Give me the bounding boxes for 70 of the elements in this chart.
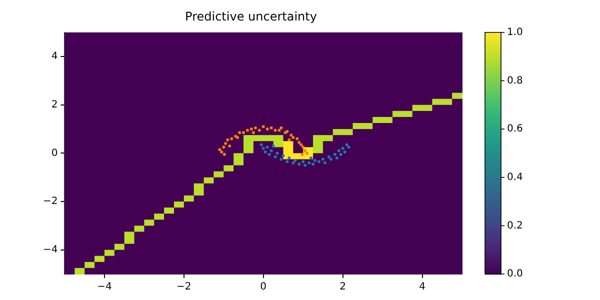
point bbox=[280, 126, 283, 130]
point bbox=[298, 140, 301, 144]
y-tick-label: 4 bbox=[51, 51, 58, 62]
x-tick-label: 2 bbox=[340, 282, 346, 293]
point bbox=[222, 152, 226, 156]
point bbox=[306, 152, 309, 155]
color-bar-label: 0.6 bbox=[507, 124, 523, 135]
point bbox=[222, 146, 226, 149]
point bbox=[302, 146, 305, 149]
point bbox=[262, 146, 265, 150]
point bbox=[268, 152, 271, 156]
point bbox=[250, 128, 253, 131]
point bbox=[347, 146, 350, 149]
color-bar-label: 0.2 bbox=[507, 220, 523, 232]
y-tick-label: 2 bbox=[51, 99, 58, 110]
point bbox=[304, 149, 307, 152]
point bbox=[262, 125, 265, 128]
point bbox=[260, 143, 263, 146]
color-bar-label: 1.0 bbox=[507, 26, 523, 38]
point bbox=[270, 126, 273, 130]
y-tick-label: 0 bbox=[51, 148, 58, 159]
point bbox=[300, 143, 303, 146]
color-bar-label: 0.8 bbox=[507, 75, 523, 86]
x-tick-label: 0 bbox=[260, 282, 267, 293]
point bbox=[266, 128, 269, 131]
point bbox=[339, 152, 342, 156]
point bbox=[288, 156, 291, 160]
point bbox=[246, 128, 249, 132]
point bbox=[270, 149, 273, 152]
point bbox=[300, 152, 304, 156]
point bbox=[321, 158, 324, 161]
point bbox=[220, 150, 224, 154]
point bbox=[323, 161, 326, 164]
point bbox=[224, 142, 228, 146]
point bbox=[290, 134, 293, 137]
point bbox=[314, 158, 317, 162]
chart-title: Predictive uncertainty bbox=[185, 9, 317, 24]
point bbox=[252, 131, 255, 134]
x-tick-label: 4 bbox=[419, 282, 426, 293]
point bbox=[298, 162, 301, 166]
point bbox=[292, 161, 295, 164]
point bbox=[242, 131, 246, 134]
point bbox=[292, 136, 295, 139]
point bbox=[333, 152, 336, 156]
point bbox=[280, 158, 283, 161]
color-bar-label: 0.0 bbox=[507, 268, 523, 280]
point bbox=[282, 154, 285, 158]
point bbox=[329, 158, 332, 161]
y-tick-label: −2 bbox=[42, 196, 58, 208]
y-tick-label: −4 bbox=[42, 244, 58, 256]
point bbox=[343, 150, 346, 154]
point bbox=[254, 126, 257, 130]
point bbox=[312, 162, 315, 166]
point bbox=[274, 155, 277, 158]
point bbox=[278, 128, 281, 132]
point bbox=[294, 158, 297, 162]
point bbox=[302, 160, 305, 164]
point bbox=[341, 146, 344, 150]
point bbox=[258, 128, 261, 132]
x-tick-label: −4 bbox=[97, 282, 112, 293]
point bbox=[304, 164, 307, 167]
point bbox=[276, 152, 279, 155]
point bbox=[230, 137, 234, 140]
point bbox=[272, 144, 275, 148]
color-bar-label: 0.4 bbox=[507, 172, 523, 183]
point bbox=[264, 150, 267, 154]
point bbox=[274, 128, 277, 132]
x-tick-label: −2 bbox=[176, 282, 192, 293]
point bbox=[310, 156, 313, 160]
point bbox=[266, 146, 269, 149]
